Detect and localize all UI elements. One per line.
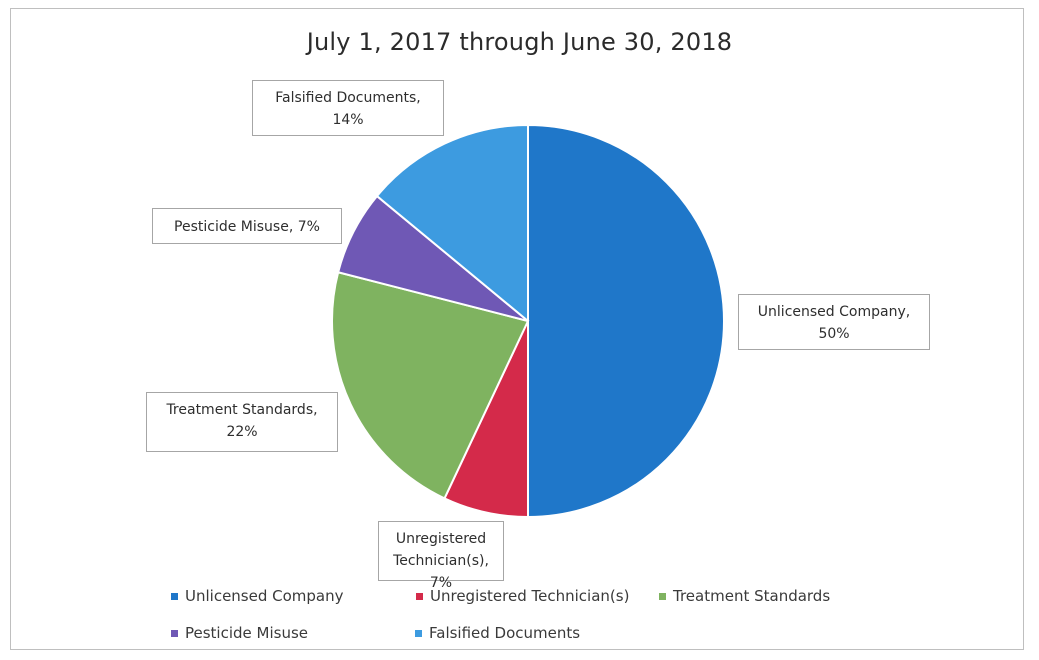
legend-item-unlicensed-company: Unlicensed Company bbox=[171, 587, 344, 605]
legend-label: Falsified Documents bbox=[429, 624, 581, 642]
legend-item-unregistered-technicians: Unregistered Technician(s) bbox=[416, 587, 629, 605]
legend-label: Unregistered Technician(s) bbox=[430, 587, 630, 605]
chart-title: July 1, 2017 through June 30, 2018 bbox=[306, 28, 733, 56]
legend-swatch bbox=[659, 592, 666, 600]
pie-slice-falsified-documents bbox=[375, 123, 529, 324]
pie-slice-unlicensed-company bbox=[527, 123, 725, 519]
legend-label: Pesticide Misuse bbox=[185, 624, 309, 642]
slice-label-unregistered-technicians: Unregistered Technician(s), 7% bbox=[378, 521, 504, 591]
slice-label-falsified-documents: Falsified Documents, 14% bbox=[252, 80, 444, 136]
slice-label-treatment-standards: Treatment Standards, 22% bbox=[146, 392, 338, 452]
legend-swatch bbox=[416, 592, 423, 600]
pie-slice-treatment-standards bbox=[331, 271, 530, 500]
legend-swatch bbox=[415, 629, 422, 637]
legend-item-falsified-documents: Falsified Documents bbox=[415, 624, 580, 642]
slice-label-unlicensed-company: Unlicensed Company, 50% bbox=[738, 294, 930, 350]
legend-item-treatment-standards: Treatment Standards bbox=[659, 587, 830, 605]
legend-swatch bbox=[171, 629, 178, 637]
legend-label: Unlicensed Company bbox=[185, 587, 344, 605]
legend-swatch bbox=[171, 592, 178, 600]
legend-item-pesticide-misuse: Pesticide Misuse bbox=[171, 624, 308, 642]
legend-label: Treatment Standards bbox=[673, 587, 831, 605]
slice-label-pesticide-misuse: Pesticide Misuse, 7% bbox=[152, 208, 342, 244]
